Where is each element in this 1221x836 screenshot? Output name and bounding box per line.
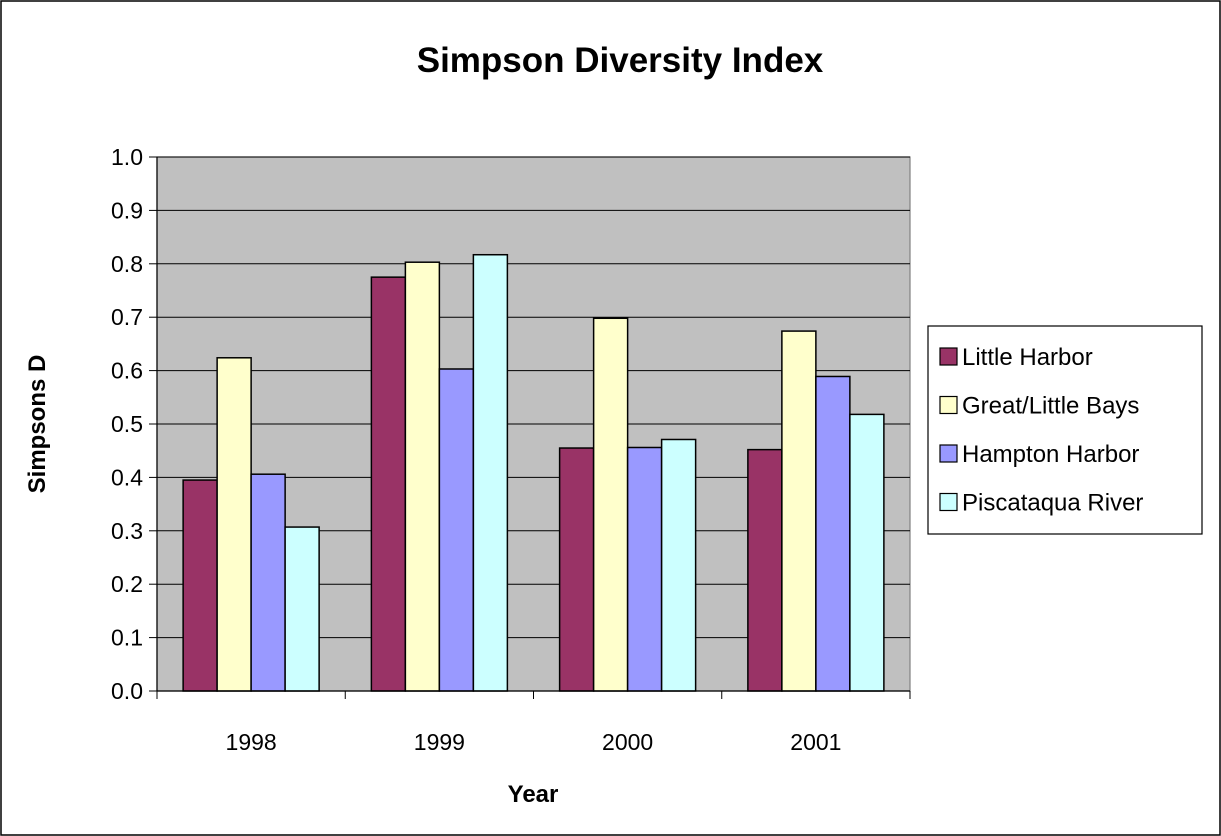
legend-label: Hampton Harbor [962,441,1139,468]
bar [438,368,475,692]
y-tick-label: 0.5 [111,411,143,437]
legend-swatch [939,444,958,463]
y-tick-label: 0.9 [111,197,143,223]
axes: 0.0 0.1 0.2 0.3 0.4 0.5 0.6 0.7 0.8 0.9 1.0 1998 199… [111,144,911,755]
x-tick-label: 2001 [790,729,841,755]
bar [250,473,286,692]
bar [404,261,441,692]
bar [370,276,407,692]
legend-swatch [939,395,958,415]
y-tick-label: 0.0 [111,678,143,704]
legend-swatch [939,347,958,366]
x-axis-title: Year [508,781,559,808]
y-tick-label: 0.2 [111,571,143,597]
y-tick-label: 0.1 [111,625,143,651]
bar [747,448,783,692]
legend-label: Little Harbor [962,344,1093,371]
bar [182,479,218,692]
bar [216,357,252,692]
bar [592,317,629,692]
bar [849,413,885,692]
y-tick-label: 0.3 [111,518,143,544]
bar [472,253,509,692]
legend: Little Harbor Great/Little Bays Hampton Ha… [927,325,1203,535]
y-tick-label: 0.4 [111,464,143,490]
y-tick-label: 1.0 [111,144,143,170]
bar [660,438,697,692]
y-axis-title: Simpsons D [24,355,51,494]
legend-swatch [939,492,958,512]
y-tick-label: 0.8 [111,251,143,277]
x-tick-label: 2000 [602,729,653,755]
bar [815,375,851,692]
legend-label: Piscataqua River [962,490,1143,517]
legend-box [927,325,1203,535]
bar [626,446,663,692]
legend-label: Great/Little Bays [962,393,1139,420]
bar [781,330,817,692]
chart-title: Simpson Diversity Index [417,41,824,80]
x-tick-label: 1999 [414,729,465,755]
x-tick-label: 1998 [226,729,277,755]
y-tick-label: 0.7 [111,304,143,330]
y-tick-label: 0.6 [111,358,143,384]
bar [284,526,320,692]
bar [558,447,595,692]
